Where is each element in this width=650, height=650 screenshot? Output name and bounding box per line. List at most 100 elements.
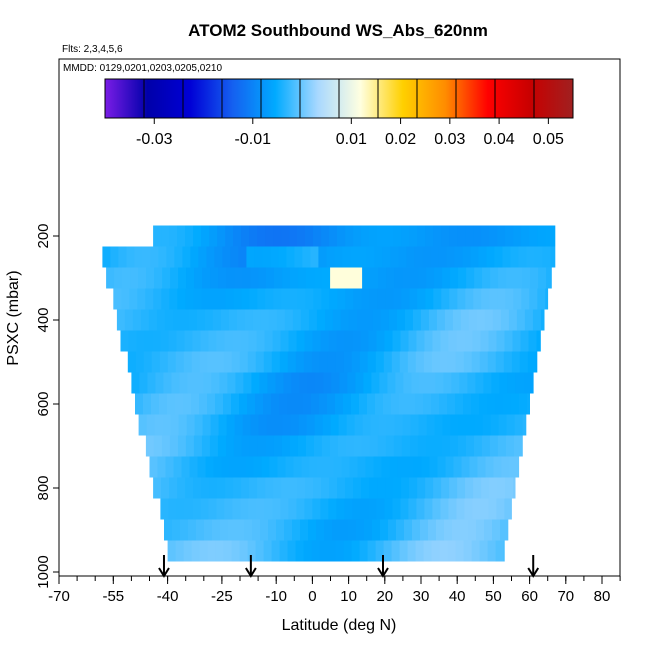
heatmap-cell [369,435,379,457]
heatmap-cell [440,498,449,520]
x-tick-label: -10 [265,588,287,605]
heatmap-cell [384,330,393,352]
heatmap-cell [214,246,223,268]
heatmap-cell [305,225,314,247]
heatmap-cell [153,477,162,499]
heatmap-cell [216,330,225,352]
heatmap-cell [407,351,417,373]
heatmap-cell [292,519,301,541]
heatmap-cell [447,540,456,562]
heatmap-cell [537,225,546,247]
heatmap-cell [202,267,211,289]
heatmap-cell [202,414,211,436]
heatmap-cell [313,288,322,310]
heatmap-cell [240,330,249,352]
heatmap-cell [465,477,474,499]
heatmap-cell [241,288,250,310]
heatmap-cell [151,351,161,373]
heatmap-cell [536,330,541,352]
y-tick-label: 600 [35,391,52,416]
colorbar-tick-label: -0.03 [136,131,173,148]
heatmap-cell [177,225,186,247]
heatmap-cell [442,414,451,436]
heatmap-cell [435,372,444,394]
heatmap-cell [344,330,353,352]
heatmap-cell [364,519,373,541]
heatmap-cell [528,330,537,352]
heatmap-cell [169,225,178,247]
heatmap-cell [450,414,459,436]
heatmap-cell [383,351,393,373]
heatmap-cell [268,309,278,331]
heatmap-cell [468,519,477,541]
heatmap-cell [138,414,147,436]
heatmap-cell [191,351,201,373]
heatmap-cell [126,246,135,268]
heatmap-cell [516,309,526,331]
heatmap-cell [238,246,247,268]
heatmap-cell [353,435,363,457]
heatmap-cell [365,456,374,478]
heatmap-cell [384,498,393,520]
heatmap-cell [447,393,456,415]
heatmap-cell [295,540,304,562]
heatmap-cell [154,267,163,289]
heatmap-cell [128,330,137,352]
heatmap-cell [420,309,430,331]
heatmap-cell [186,267,195,289]
heatmap-cell [340,519,349,541]
heatmap-cell [201,288,210,310]
heatmap-cell [496,498,505,520]
heatmap-cell [409,435,419,457]
heatmap-cell [273,288,282,310]
heatmap-cell [225,225,234,247]
heatmap-cell [433,288,442,310]
heatmap-cell [318,246,327,268]
heatmap-cell [473,477,482,499]
heatmap-cell [274,414,283,436]
heatmap-cell [423,393,432,415]
heatmap-cell [265,288,274,310]
heatmap-cell [393,477,402,499]
heatmap-cell [472,498,481,520]
heatmap-cell [391,393,400,415]
heatmap-cell [234,267,243,289]
heatmap-cell [356,519,365,541]
heatmap-cell [227,372,236,394]
heatmap-cell [130,267,139,289]
heatmap-cell [189,456,198,478]
heatmap-cell [489,435,499,457]
heatmap-cell [159,393,168,415]
heatmap-cell [159,351,169,373]
heatmap-cell [209,288,218,310]
heatmap-cell [223,540,232,562]
heatmap-cell [523,372,532,394]
heatmap-cell [509,456,518,478]
heatmap-cell [218,267,227,289]
heatmap-cell [353,288,362,310]
heatmap-cell [148,309,158,331]
heatmap-cell [224,498,233,520]
heatmap-cell [343,351,353,373]
heatmap-cell [230,246,239,268]
heatmap-cell [332,309,342,331]
heatmap-cell [383,540,392,562]
heatmap-cell [335,540,344,562]
heatmap-cell [398,246,407,268]
heatmap-cell [425,477,434,499]
heatmap-cell [376,498,385,520]
heatmap-cell [248,330,257,352]
heatmap-cell [289,435,299,457]
heatmap-cell [488,330,497,352]
heatmap-cell [513,225,522,247]
heatmap-cell [233,288,242,310]
heatmap-cells [102,225,556,562]
heatmap-cell [351,351,361,373]
heatmap-cell [409,225,418,247]
heatmap-cell [370,267,379,289]
heatmap-cell [429,456,438,478]
heatmap-cell [254,246,263,268]
heatmap-cell [428,519,437,541]
heatmap-cell [211,372,220,394]
heatmap-cell [399,393,408,415]
